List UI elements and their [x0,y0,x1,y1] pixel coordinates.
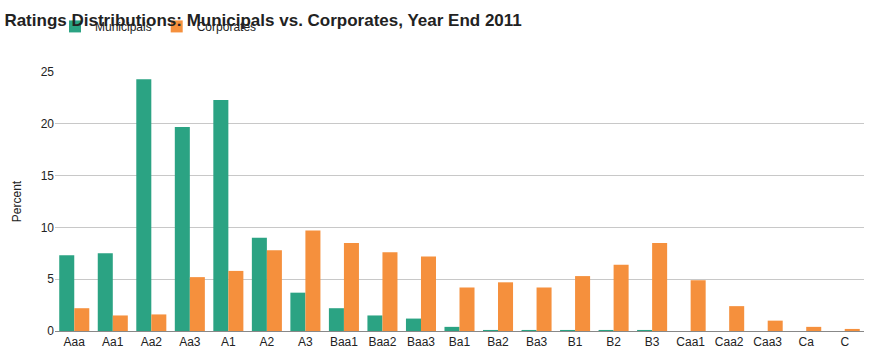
svg-text:A3: A3 [298,335,313,349]
svg-text:Baa3: Baa3 [407,335,435,349]
svg-text:B1: B1 [568,335,583,349]
svg-text:15: 15 [41,169,55,183]
svg-text:Caa3: Caa3 [753,335,782,349]
svg-text:Aa1: Aa1 [102,335,124,349]
svg-text:Caa2: Caa2 [715,335,744,349]
svg-text:Caa1: Caa1 [676,335,705,349]
svg-text:Ba1: Ba1 [449,335,471,349]
svg-text:Baa2: Baa2 [368,335,396,349]
svg-text:Ba3: Ba3 [526,335,548,349]
svg-text:Corporates: Corporates [197,20,256,34]
svg-text:A1: A1 [221,335,236,349]
svg-text:5: 5 [47,272,54,286]
svg-text:Aaa: Aaa [64,335,86,349]
svg-text:A2: A2 [260,335,275,349]
svg-text:B3: B3 [645,335,660,349]
svg-text:Ba2: Ba2 [487,335,509,349]
svg-text:Municipals: Municipals [95,20,152,34]
svg-text:Ca: Ca [799,335,815,349]
svg-text:Aa2: Aa2 [141,335,163,349]
svg-text:Percent: Percent [10,180,24,222]
svg-text:25: 25 [41,65,55,79]
svg-text:10: 10 [41,221,55,235]
svg-text:Aa3: Aa3 [179,335,201,349]
svg-text:Ratings Distributions: Municip: Ratings Distributions: Municipals vs. Co… [4,11,521,30]
svg-text:Baa1: Baa1 [330,335,358,349]
svg-text:C: C [840,335,849,349]
svg-text:B2: B2 [606,335,621,349]
svg-text:20: 20 [41,117,55,131]
svg-text:0: 0 [47,324,54,338]
